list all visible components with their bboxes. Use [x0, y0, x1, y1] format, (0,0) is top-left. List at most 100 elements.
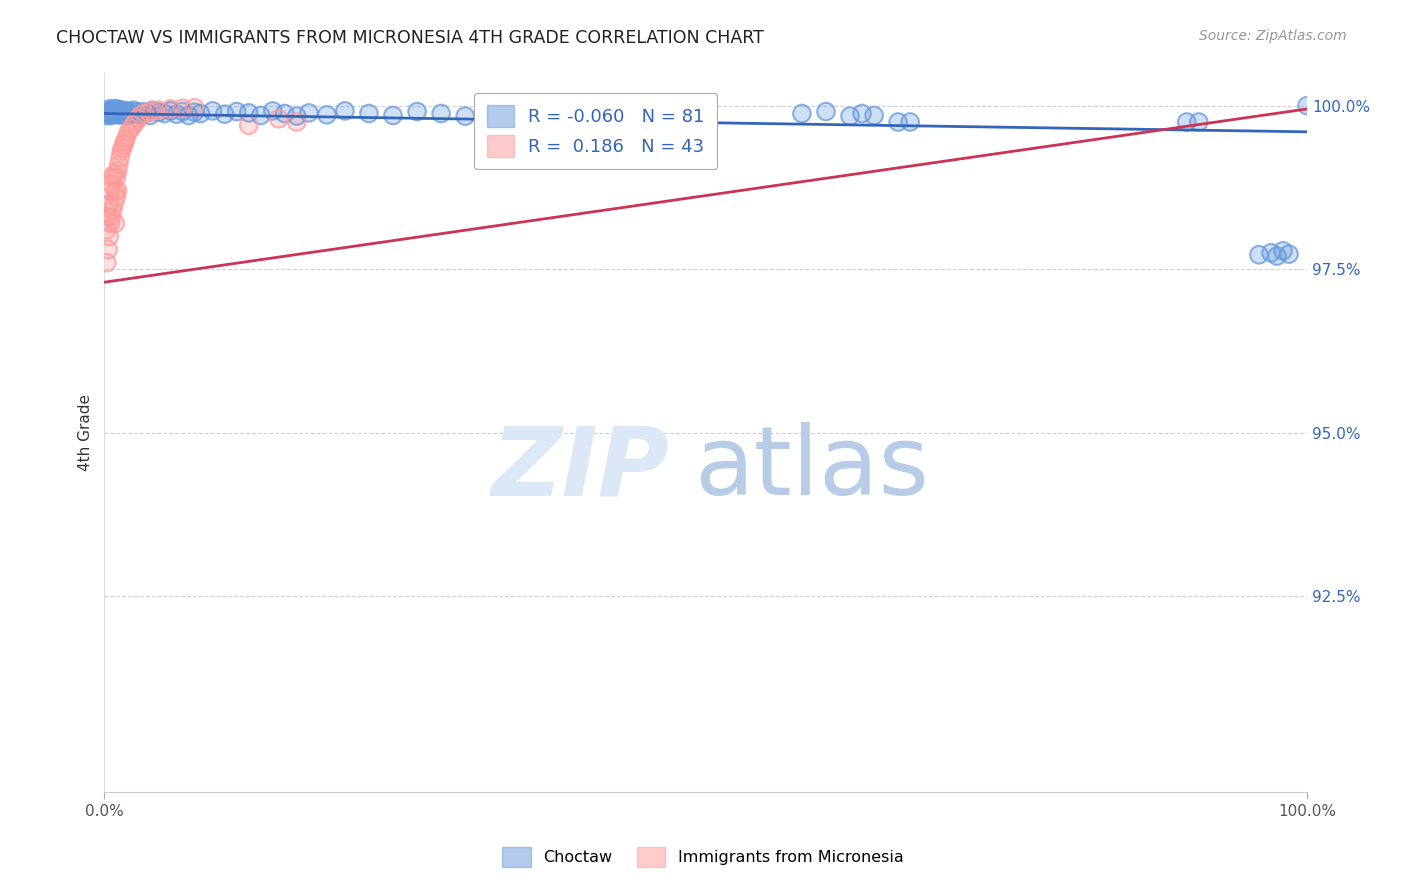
- Point: [159, 102, 181, 116]
- Point: [103, 167, 125, 181]
- Point: [201, 103, 224, 118]
- Point: [285, 115, 308, 129]
- Point: [120, 121, 142, 136]
- Point: [100, 184, 122, 198]
- Point: [100, 210, 122, 224]
- Point: [214, 107, 236, 121]
- Point: [814, 104, 837, 119]
- Point: [148, 105, 170, 120]
- Point: [115, 103, 138, 118]
- Point: [127, 112, 149, 126]
- Point: [141, 103, 163, 118]
- Point: [225, 104, 247, 119]
- Point: [132, 104, 155, 119]
- Point: [238, 118, 260, 132]
- Point: [1278, 247, 1301, 261]
- Point: [108, 103, 131, 117]
- Point: [183, 101, 205, 115]
- Point: [98, 229, 121, 244]
- Point: [112, 105, 135, 120]
- Point: [103, 102, 125, 116]
- Point: [96, 255, 118, 269]
- Point: [122, 118, 145, 132]
- Point: [127, 112, 149, 126]
- Point: [105, 106, 128, 120]
- Point: [101, 106, 124, 120]
- Point: [1175, 115, 1198, 129]
- Point: [1296, 98, 1319, 112]
- Point: [478, 112, 501, 126]
- Point: [190, 106, 212, 120]
- Point: [153, 106, 176, 120]
- Point: [104, 216, 127, 230]
- Point: [122, 118, 145, 132]
- Point: [159, 102, 181, 116]
- Point: [148, 103, 170, 118]
- Point: [1247, 248, 1270, 262]
- Point: [111, 103, 134, 118]
- Point: [285, 115, 308, 129]
- Point: [406, 104, 429, 119]
- Point: [117, 125, 139, 139]
- Point: [298, 106, 321, 120]
- Point: [98, 196, 121, 211]
- Point: [183, 105, 205, 120]
- Text: atlas: atlas: [693, 422, 929, 515]
- Point: [101, 106, 124, 120]
- Point: [104, 216, 127, 230]
- Point: [790, 106, 813, 120]
- Point: [274, 106, 297, 120]
- Point: [285, 109, 308, 123]
- Point: [315, 108, 337, 122]
- Point: [898, 115, 921, 129]
- Point: [108, 157, 131, 171]
- Point: [129, 108, 152, 122]
- Point: [129, 108, 152, 122]
- Point: [274, 106, 297, 120]
- Point: [98, 229, 121, 244]
- Point: [108, 103, 131, 118]
- Point: [100, 108, 122, 122]
- Legend: Choctaw, Immigrants from Micronesia: Choctaw, Immigrants from Micronesia: [496, 841, 910, 873]
- Point: [406, 104, 429, 119]
- Point: [267, 112, 290, 126]
- Point: [285, 109, 308, 123]
- Point: [101, 103, 124, 117]
- Point: [1272, 244, 1295, 258]
- Point: [298, 106, 321, 120]
- Point: [105, 190, 128, 204]
- Point: [110, 103, 132, 118]
- Point: [97, 243, 120, 257]
- Point: [138, 105, 160, 120]
- Point: [105, 106, 128, 120]
- Point: [183, 105, 205, 120]
- Point: [129, 108, 152, 122]
- Point: [98, 196, 121, 211]
- Point: [108, 103, 131, 117]
- Point: [103, 106, 125, 120]
- Point: [108, 106, 131, 120]
- Point: [526, 108, 548, 122]
- Point: [103, 106, 125, 120]
- Point: [96, 223, 118, 237]
- Point: [112, 137, 135, 152]
- Point: [107, 164, 129, 178]
- Point: [105, 190, 128, 204]
- Point: [120, 121, 142, 136]
- Point: [124, 104, 146, 119]
- Point: [105, 102, 128, 116]
- Point: [1296, 98, 1319, 112]
- Point: [1272, 244, 1295, 258]
- Point: [141, 103, 163, 118]
- Point: [111, 141, 134, 155]
- Point: [135, 106, 157, 120]
- Point: [98, 102, 121, 116]
- Point: [107, 184, 129, 198]
- Point: [101, 203, 124, 218]
- Point: [120, 107, 142, 121]
- Point: [138, 105, 160, 120]
- Point: [124, 115, 146, 129]
- Point: [105, 170, 128, 185]
- Point: [110, 145, 132, 159]
- Point: [333, 103, 356, 118]
